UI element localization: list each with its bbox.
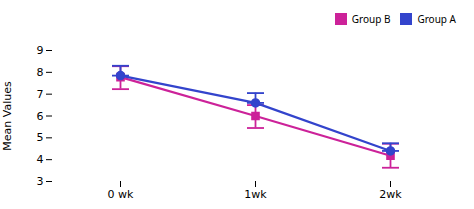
svg-text:0 wk: 0 wk xyxy=(108,188,134,201)
svg-text:6: 6 xyxy=(37,110,44,123)
svg-text:9: 9 xyxy=(37,44,44,57)
html-text:Group B: Group B xyxy=(351,11,391,26)
svg-text:5: 5 xyxy=(37,131,44,144)
svg-text:8: 8 xyxy=(37,66,44,79)
svg-text:2wk: 2wk xyxy=(379,188,402,201)
svg-text:Mean Values: Mean Values xyxy=(1,81,14,151)
html-text:Group A: Group A xyxy=(417,11,456,26)
svg-text:4: 4 xyxy=(37,153,44,166)
svg-text:3: 3 xyxy=(37,175,44,188)
svg-text:1wk: 1wk xyxy=(244,188,267,201)
svg-text:7: 7 xyxy=(37,88,44,101)
